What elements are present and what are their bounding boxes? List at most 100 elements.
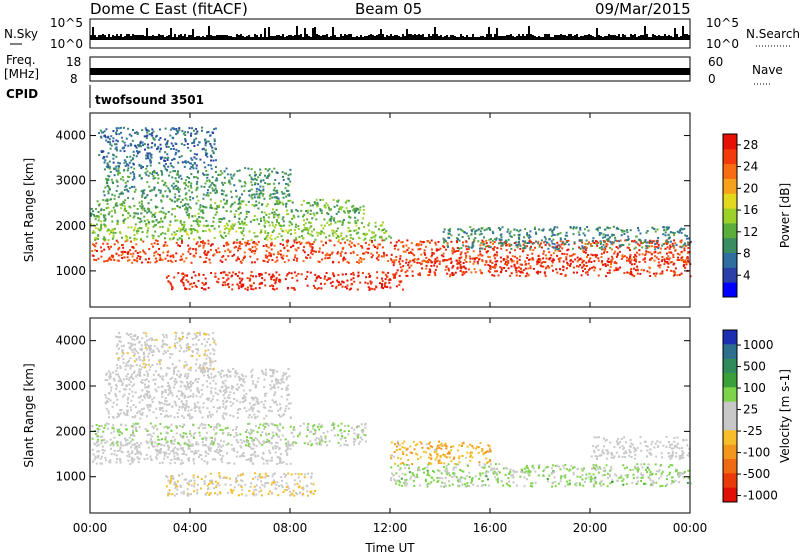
data-cell (534, 227, 536, 229)
data-cell (146, 454, 148, 456)
data-cell (172, 127, 174, 129)
nsky-bar (124, 36, 126, 40)
data-cell (211, 481, 213, 483)
data-cell (551, 265, 553, 267)
data-cell (486, 242, 488, 244)
data-cell (98, 219, 100, 221)
data-cell (512, 474, 514, 476)
data-cell (171, 176, 173, 178)
data-cell (153, 131, 155, 133)
data-cell (103, 260, 105, 262)
nsky-bar (318, 35, 320, 40)
data-cell (170, 148, 172, 150)
data-cell (238, 287, 240, 289)
data-cell (256, 204, 258, 206)
data-cell (683, 247, 685, 249)
data-cell (376, 252, 378, 254)
nsky-bar (666, 36, 668, 40)
data-cell (171, 185, 173, 187)
data-cell (136, 230, 138, 232)
data-cell (412, 275, 414, 277)
data-cell (120, 462, 122, 464)
data-cell (670, 241, 672, 243)
data-cell (235, 273, 237, 275)
data-cell (196, 196, 198, 198)
nsky-bar (302, 37, 304, 40)
nsky-bar (354, 37, 356, 40)
data-cell (205, 283, 207, 285)
data-cell (205, 261, 207, 263)
data-cell (357, 275, 359, 277)
data-cell (179, 237, 181, 239)
power-colorbar-tick: 20 (743, 181, 758, 195)
data-cell (276, 221, 278, 223)
data-cell (122, 247, 124, 249)
data-cell (397, 249, 399, 251)
data-cell (450, 262, 452, 264)
data-cell (500, 257, 502, 259)
data-cell (328, 277, 330, 279)
data-cell (590, 480, 592, 482)
data-cell (240, 227, 242, 229)
data-cell (524, 476, 526, 478)
data-cell (297, 483, 299, 485)
data-cell (214, 140, 216, 142)
nsky-bar (356, 36, 358, 40)
data-cell (456, 268, 458, 270)
data-cell (630, 271, 632, 273)
data-cell (166, 196, 168, 198)
data-cell (276, 260, 278, 262)
nsky-bar (414, 34, 416, 40)
data-cell (684, 249, 686, 251)
data-cell (296, 260, 298, 262)
data-cell (289, 221, 291, 223)
data-cell (598, 260, 600, 262)
data-cell (114, 195, 116, 197)
data-cell (350, 273, 352, 275)
data-cell (285, 206, 287, 208)
data-cell (277, 197, 279, 199)
data-cell (267, 232, 269, 234)
data-cell (592, 240, 594, 242)
data-cell (252, 448, 254, 450)
data-cell (180, 463, 182, 465)
data-cell (118, 168, 120, 170)
data-cell (143, 192, 145, 194)
data-cell (209, 259, 211, 261)
data-cell (676, 274, 678, 276)
data-cell (364, 282, 366, 284)
data-cell (583, 232, 585, 234)
data-cell (146, 212, 148, 214)
nsky-bar (586, 35, 588, 40)
data-cell (177, 449, 179, 451)
data-cell (175, 260, 177, 262)
data-cell (613, 253, 615, 255)
nsky-bar (440, 35, 442, 40)
data-cell (294, 232, 296, 234)
data-cell (232, 284, 234, 286)
data-cell (223, 245, 225, 247)
data-cell (101, 250, 103, 252)
data-cell (200, 488, 202, 490)
data-cell (463, 266, 465, 268)
data-cell (153, 235, 155, 237)
data-cell (523, 269, 525, 271)
data-cell (572, 261, 574, 263)
data-cell (613, 226, 615, 228)
data-cell (660, 248, 662, 250)
nsky-bar (600, 36, 602, 40)
data-cell (125, 210, 127, 212)
data-cell (675, 267, 677, 269)
nsky-bar (132, 34, 134, 40)
data-cell (147, 157, 149, 159)
data-cell (214, 273, 216, 275)
data-cell (176, 489, 178, 491)
data-cell (160, 148, 162, 150)
data-cell (262, 189, 264, 191)
data-cell (146, 137, 148, 139)
data-cell (328, 207, 330, 209)
data-cell (144, 197, 146, 199)
data-cell (206, 177, 208, 179)
data-cell (449, 474, 451, 476)
data-cell (237, 170, 239, 172)
